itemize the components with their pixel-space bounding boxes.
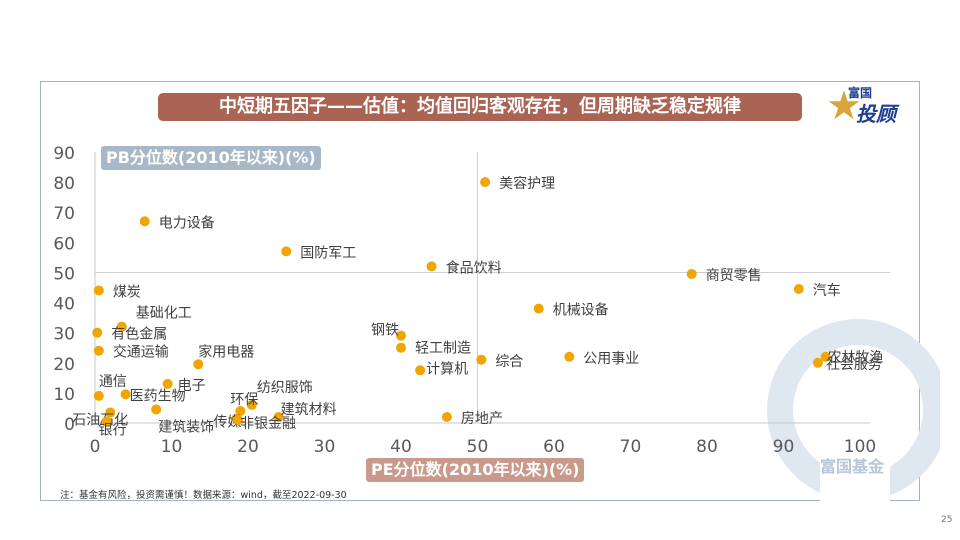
data-point bbox=[686, 268, 697, 279]
x-tick-label: 10 bbox=[161, 437, 183, 457]
data-point bbox=[93, 345, 104, 356]
data-label: 建筑材料 bbox=[281, 402, 337, 418]
fullgoal-logo: ★ 富国 投顾 bbox=[826, 84, 916, 128]
data-point bbox=[812, 357, 823, 368]
data-point bbox=[235, 405, 246, 416]
data-label: 钢铁 bbox=[371, 323, 399, 339]
data-label: 房地产 bbox=[461, 411, 503, 427]
data-point bbox=[564, 351, 575, 362]
data-point bbox=[246, 399, 257, 410]
data-label: 纺织服饰 bbox=[257, 380, 313, 396]
y-axis-label: PB分位数(2010年以来)(%) bbox=[101, 146, 321, 170]
data-point bbox=[162, 378, 173, 389]
data-label: 公用事业 bbox=[583, 351, 639, 367]
watermark-text: 富国基金 bbox=[820, 457, 885, 476]
x-tick-label: 80 bbox=[696, 437, 718, 457]
data-point bbox=[105, 407, 116, 418]
data-label: 汽车 bbox=[813, 282, 841, 299]
data-label: 国防军工 bbox=[300, 245, 356, 261]
data-point bbox=[93, 390, 104, 401]
x-tick-label: 20 bbox=[237, 437, 259, 457]
watermark-logo bbox=[767, 319, 940, 505]
x-axis-label: PE分位数(2010年以来)(%) bbox=[366, 458, 585, 482]
logo-top-text: 富国 bbox=[848, 86, 873, 100]
data-point bbox=[233, 414, 244, 425]
y-tick-label: 30 bbox=[53, 325, 75, 345]
x-tick-label: 30 bbox=[314, 437, 336, 457]
data-label: 机械设备 bbox=[553, 302, 609, 319]
data-point bbox=[426, 261, 437, 272]
data-label: 建筑装饰 bbox=[158, 419, 214, 435]
data-point bbox=[92, 327, 103, 338]
y-tick-label: 70 bbox=[53, 204, 75, 224]
data-label: 家用电器 bbox=[198, 343, 254, 360]
data-label: 交通运输 bbox=[113, 344, 169, 361]
y-tick-label: 90 bbox=[53, 144, 75, 164]
data-point bbox=[480, 177, 491, 188]
data-label: 电力设备 bbox=[159, 214, 215, 231]
star-icon: ★ bbox=[826, 83, 862, 129]
y-tick-label: 10 bbox=[53, 385, 75, 405]
data-label: 基础化工 bbox=[136, 305, 192, 322]
y-tick-label: 40 bbox=[53, 295, 75, 315]
data-point bbox=[273, 411, 284, 422]
x-tick-label: 40 bbox=[390, 437, 412, 457]
data-label: 医药生物 bbox=[130, 388, 186, 404]
x-tick-label: 90 bbox=[773, 437, 795, 457]
y-tick-label: 0 bbox=[64, 415, 75, 435]
logo-main-text: 投顾 bbox=[856, 102, 896, 126]
data-label: 有色金属 bbox=[111, 326, 167, 343]
data-label: 环保 bbox=[230, 392, 258, 408]
x-tick-label: 70 bbox=[620, 437, 642, 457]
data-point bbox=[120, 389, 131, 400]
data-point bbox=[139, 216, 150, 227]
y-tick-label: 20 bbox=[53, 355, 75, 375]
y-tick-label: 80 bbox=[53, 174, 75, 194]
data-point bbox=[476, 354, 487, 365]
data-label: 社会服务 bbox=[826, 357, 882, 373]
data-point bbox=[441, 411, 452, 422]
x-tick-label: 100 bbox=[844, 437, 876, 457]
data-label: 非银金融 bbox=[240, 416, 296, 432]
data-point bbox=[93, 285, 104, 296]
data-point bbox=[116, 321, 127, 332]
data-label: 综合 bbox=[495, 354, 523, 370]
data-point bbox=[281, 246, 292, 257]
data-label: 煤炭 bbox=[113, 285, 141, 301]
data-point bbox=[101, 416, 112, 427]
data-label: 银行 bbox=[98, 422, 126, 438]
data-point bbox=[193, 359, 204, 370]
slide-frame bbox=[40, 81, 920, 501]
data-label: 石油石化 bbox=[72, 412, 128, 428]
data-label: 计算机 bbox=[426, 361, 468, 377]
data-point bbox=[793, 284, 804, 295]
data-point bbox=[396, 330, 406, 341]
data-point bbox=[415, 365, 426, 376]
data-label: 农林牧渔 bbox=[828, 350, 884, 366]
data-label: 轻工制造 bbox=[415, 341, 471, 357]
y-tick-label: 60 bbox=[53, 234, 75, 254]
slide-title: 中短期五因子——估值：均值回归客观存在，但周期缺乏稳定规律 bbox=[158, 93, 802, 121]
data-point bbox=[151, 404, 162, 415]
data-label: 食品饮料 bbox=[446, 259, 502, 276]
data-point bbox=[396, 342, 406, 353]
data-label: 商贸零售 bbox=[706, 268, 762, 284]
data-label: 电子 bbox=[178, 378, 206, 394]
data-label: 通信 bbox=[99, 374, 127, 390]
footnote: 注：基金有风险，投资需谨慎！数据来源：wind，截至2022-09-30 bbox=[60, 490, 347, 501]
y-tick-label: 50 bbox=[53, 264, 75, 284]
data-label: 美容护理 bbox=[499, 175, 555, 192]
page-number: 25 bbox=[941, 515, 953, 525]
x-tick-label: 60 bbox=[543, 437, 565, 457]
data-point bbox=[533, 303, 544, 314]
x-tick-label: 0 bbox=[90, 437, 101, 457]
x-tick-label: 50 bbox=[467, 437, 489, 457]
data-point bbox=[820, 351, 831, 362]
